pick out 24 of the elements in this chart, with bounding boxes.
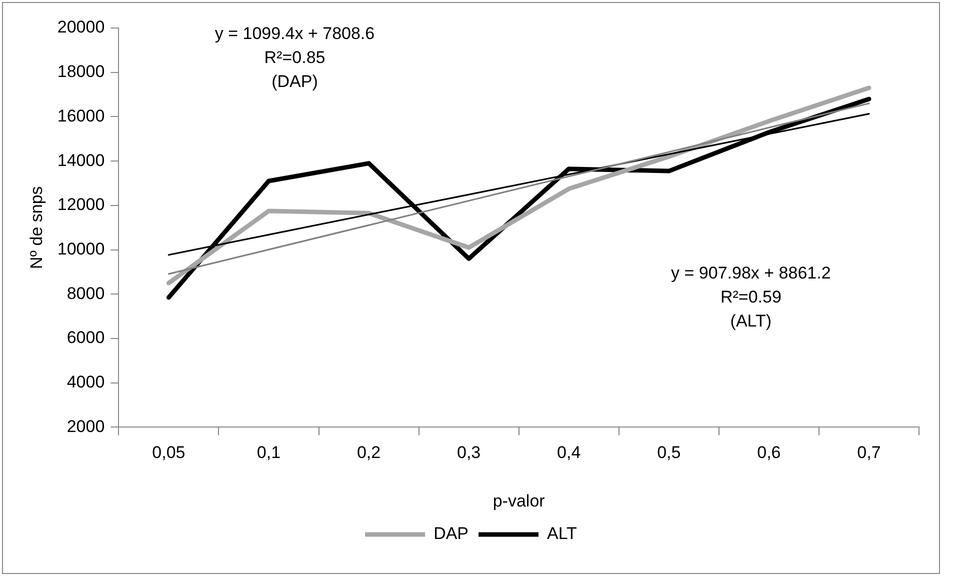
- y-tick-label: 20000: [57, 18, 105, 37]
- y-tick-label: 6000: [66, 328, 105, 348]
- annotation: y = 1099.4x + 7808.6 R²=0.85 (DAP): [214, 24, 375, 92]
- x-tick-label: 0,2: [356, 443, 381, 462]
- x-tick-label: 0,1: [256, 443, 281, 462]
- y-tick-label: 18000: [57, 62, 105, 82]
- x-axis-title: p-valor: [492, 491, 546, 510]
- x-tick-label: 0,7: [857, 443, 881, 462]
- y-tick-label: 8000: [66, 284, 105, 303]
- y-tick-label: 4000: [66, 372, 105, 392]
- y-tick-label: 2000: [66, 416, 105, 436]
- x-tick-label: 0,4: [557, 443, 581, 462]
- legend-label: DAP: [434, 524, 469, 544]
- x-tick-label: 0,05: [152, 443, 186, 462]
- x-tick-label: 0,6: [757, 443, 781, 462]
- y-axis-title: Nº de snps: [26, 186, 46, 269]
- legend-label: ALT: [547, 524, 577, 544]
- x-tick-label: 0,3: [456, 443, 481, 462]
- annotation: y = 907.98x + 8861.2 R²=0.59 (ALT): [671, 264, 831, 331]
- y-tick-label: 16000: [57, 106, 105, 126]
- y-tick-label: 10000: [57, 239, 105, 258]
- x-tick-label: 0,5: [657, 443, 681, 462]
- y-tick-label: 14000: [57, 150, 105, 170]
- y-tick-label: 12000: [57, 195, 105, 214]
